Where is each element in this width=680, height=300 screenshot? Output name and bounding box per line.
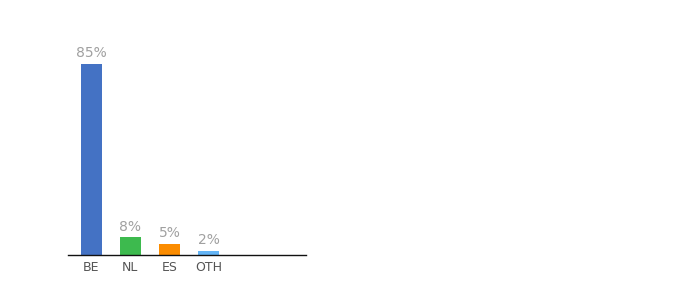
Text: 85%: 85% <box>76 46 107 60</box>
Text: 8%: 8% <box>120 220 141 234</box>
Bar <box>158 244 180 255</box>
Bar <box>198 250 219 255</box>
Bar <box>81 64 102 255</box>
Bar <box>120 237 141 255</box>
Text: 2%: 2% <box>197 233 220 247</box>
Text: 5%: 5% <box>158 226 180 240</box>
